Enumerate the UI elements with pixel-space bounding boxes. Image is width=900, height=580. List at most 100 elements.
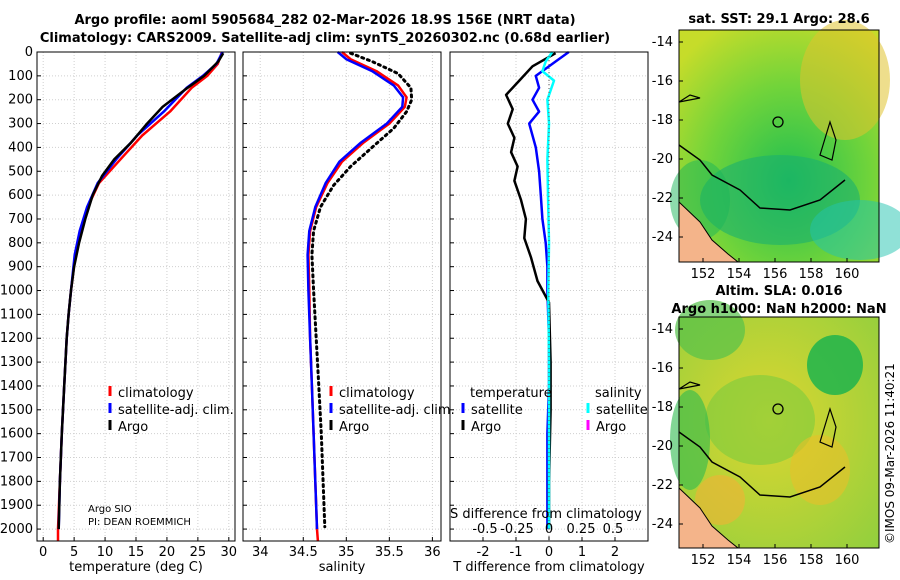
sla-map-y-tick-label: -22 <box>652 478 673 493</box>
x-tick-label: 36 <box>424 545 441 560</box>
sal-legend-0-label: climatology <box>339 386 415 401</box>
x-tick-label: 15 <box>128 545 145 560</box>
diff-legend-temp-sat-label: satellite <box>471 403 523 418</box>
diff-salinity-axis-label: S difference from climatology <box>450 507 642 522</box>
sst-map-reef-contour <box>819 120 837 161</box>
diff-legend-salinity-heading: salinity <box>595 386 642 401</box>
diff-salinity-tick-label: 0.25 <box>567 522 596 537</box>
x-tick-label: 20 <box>159 545 176 560</box>
sla-map-frame <box>678 316 880 549</box>
y-tick-label: 1700 <box>0 451 33 466</box>
sla-map-field-patch <box>807 335 863 395</box>
y-tick-label: 500 <box>8 164 33 179</box>
diff-salinity-tick-label: -0.25 <box>500 522 534 537</box>
x-tick-label: 0 <box>39 545 47 560</box>
plot-frame <box>242 51 442 542</box>
sst-map-y-tick-label: -24 <box>652 230 673 245</box>
y-tick-label: 1400 <box>0 379 33 394</box>
figure-title-line2: Climatology: CARS2009. Satellite-adj cli… <box>39 31 611 46</box>
sst-map-reef-contour <box>678 94 701 103</box>
sla-map-y-tick-label: -14 <box>652 322 673 337</box>
diff-legend-temp-argo-label: Argo <box>471 420 501 435</box>
diff-legend-temperature-heading: temperature <box>470 386 552 401</box>
sst-map-y-tick-label: -18 <box>652 113 673 128</box>
sst-map-y-tick-label: -22 <box>652 191 673 206</box>
y-tick-label: 800 <box>8 236 33 251</box>
y-tick-label: 1100 <box>0 307 33 322</box>
sst-map-x-tick-label: 152 <box>691 267 716 282</box>
sst-map-float-marker <box>772 116 784 128</box>
sst-map-x-tick-label: 160 <box>835 267 860 282</box>
diff-salinity-tick-label: 0 <box>545 522 553 537</box>
y-tick-label: 1300 <box>0 355 33 370</box>
x-tick-label: -1 <box>510 545 523 560</box>
sst-map-field-patch <box>810 200 900 260</box>
sla-map-x-tick-label: 154 <box>727 553 752 568</box>
diff-legend-sal-argo-label: Argo <box>596 420 626 435</box>
sst-map-x-tick-label: 154 <box>727 267 752 282</box>
sal-legend-2-label: Argo <box>339 420 369 435</box>
sla-map: -14 -16 -18 -20 -22 -24 152 154 156 158 160 <box>652 300 880 568</box>
y-tick-label: 1800 <box>0 474 33 489</box>
sst-map-x-tick-label: 158 <box>799 267 824 282</box>
sla-map-reef-contour <box>678 381 701 390</box>
sla-map-x-tick-label: 158 <box>799 553 824 568</box>
panel-temperature: 0 5 10 15 20 25 300100200300400500600700800900… <box>0 45 237 575</box>
figure-title-line1: Argo profile: aoml 5905684_282 02-Mar-20… <box>74 13 576 28</box>
sla-map-reef-contour <box>819 407 837 448</box>
y-tick-label: 0 <box>25 45 33 60</box>
sla-map-field-patch <box>675 300 745 360</box>
x-tick-label: -2 <box>477 545 490 560</box>
sst-map-y-tick-label: -14 <box>652 35 673 50</box>
sst-map-frame <box>678 29 880 263</box>
sla-map-y-tick-label: -16 <box>652 361 673 376</box>
sst-map-bathymetry-contour <box>678 144 846 211</box>
sla-map-field-patch <box>790 435 850 505</box>
y-tick-label: 1900 <box>0 498 33 513</box>
x-tick-label: 35.5 <box>375 545 404 560</box>
series-salinity-satellite <box>541 51 556 530</box>
x-tick-label: 30 <box>221 545 238 560</box>
sla-map-y-tick-label: -20 <box>652 439 673 454</box>
x-axis-label: T difference from climatology <box>452 560 645 575</box>
sla-map-y-tick-label: -18 <box>652 400 673 415</box>
temp-legend-1-label: satellite-adj. clim. <box>118 403 234 418</box>
sal-legend-1-label: satellite-adj. clim. <box>339 403 455 418</box>
series-climatology <box>56 51 224 541</box>
diff-salinity-tick-label: -0.5 <box>472 522 497 537</box>
x-axis-label: temperature (deg C) <box>69 560 203 575</box>
y-tick-label: 2000 <box>0 522 33 537</box>
sla-map-field-patch <box>695 475 745 525</box>
panel-salinity: 34 34.5 35 35.5 36 salinity <box>242 51 442 575</box>
y-tick-label: 1000 <box>0 284 33 299</box>
x-tick-label: 10 <box>97 545 114 560</box>
y-tick-label: 200 <box>8 93 33 108</box>
series-argo <box>57 52 225 530</box>
x-tick-label: 34 <box>252 545 269 560</box>
y-tick-label: 1200 <box>0 331 33 346</box>
y-tick-label: 700 <box>8 212 33 227</box>
x-tick-label: 0 <box>545 545 553 560</box>
diff-salinity-tick-label: 0.5 <box>603 522 624 537</box>
sla-map-title-line2: Argo h1000: NaN h2000: NaN <box>671 302 886 317</box>
panel-difference: -2 -1 0 1 2T difference from climatology <box>449 50 649 575</box>
x-tick-label: 5 <box>70 545 78 560</box>
sla-map-x-tick-label: 160 <box>835 553 860 568</box>
sst-map-y-tick-label: -16 <box>652 74 673 89</box>
y-tick-label: 400 <box>8 140 33 155</box>
x-tick-label: 34.5 <box>289 545 318 560</box>
series-satellite-adj-clim- <box>306 51 405 530</box>
plot-frame <box>36 51 236 542</box>
y-tick-label: 900 <box>8 260 33 275</box>
sst-map-y-tick-label: -20 <box>652 152 673 167</box>
sla-map-float-marker <box>772 403 784 415</box>
series-temperature-argo <box>504 52 557 530</box>
sst-map-title: sat. SST: 29.1 Argo: 28.6 <box>688 12 869 27</box>
x-axis-label: salinity <box>319 560 366 575</box>
sla-map-y-tick-label: -24 <box>652 517 673 532</box>
sla-map-x-tick-label: 152 <box>691 553 716 568</box>
sla-map-title-line1: Altim. SLA: 0.016 <box>716 284 843 299</box>
y-tick-label: 300 <box>8 117 33 132</box>
